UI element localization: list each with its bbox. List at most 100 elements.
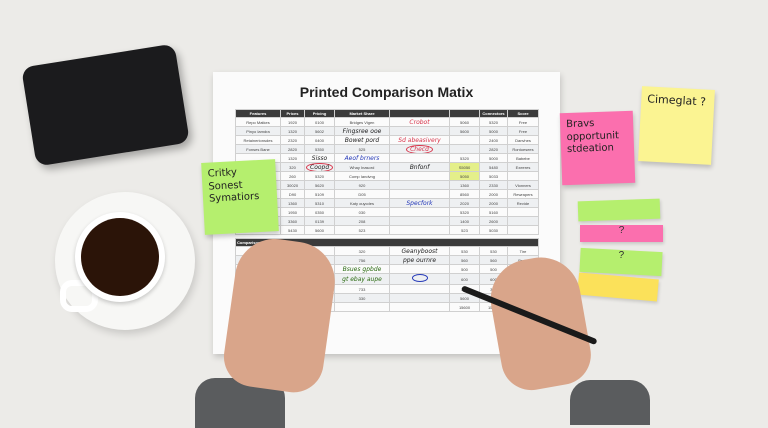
table-cell: 2820: [479, 144, 508, 154]
table-cell: 0100: [304, 117, 335, 127]
smartphone: [21, 43, 190, 167]
table-row: 1950 0350 030 5320 5160: [235, 207, 539, 217]
table-cell: 3360: [280, 216, 305, 226]
right-sleeve: [570, 380, 650, 425]
table-row: 1320 Sisso Aeof brners 5320 5000 Babebe: [235, 153, 539, 163]
table-cell: Pinyo Iamdra: [235, 126, 281, 136]
table-cell: [389, 216, 450, 226]
table-cell: 5050: [449, 171, 480, 181]
table-cell: 260: [280, 171, 305, 181]
table-cell: Danvhes: [507, 135, 539, 145]
table-cell: [449, 135, 480, 145]
table-cell: Vlonners: [507, 180, 539, 190]
table-cell: [389, 293, 450, 303]
table-cell: D90: [280, 189, 305, 199]
table-cell: 2600: [479, 216, 508, 226]
handwritten-annotation: ppe ournre: [402, 256, 437, 264]
handwritten-annotation: Coopd: [306, 163, 334, 171]
table-cell: Checd: [389, 144, 450, 154]
table-cell: 5620: [304, 180, 335, 190]
table-cell: 2000: [479, 189, 508, 199]
handwritten-annotation: Sisso: [311, 154, 328, 162]
table-cell: Katy ouycdes: [334, 198, 390, 208]
table-cell: 5602: [304, 126, 335, 136]
coffee: [81, 218, 159, 296]
table-cell: [389, 171, 450, 181]
table-cell: Bridges Vigen: [334, 117, 390, 127]
table-cell: Specfork: [389, 198, 450, 208]
sticky-note-yellow: Cimeglat ?: [638, 86, 715, 165]
table-cell: [389, 207, 450, 217]
table-cell: 756: [334, 255, 390, 265]
column-header: Pricing: [304, 109, 335, 118]
table-cell: Retainerionsdes: [235, 135, 281, 145]
table-cell: 5600: [304, 225, 335, 235]
table-cell: 1360: [449, 180, 480, 190]
table-cell: Fingsree ooe: [334, 126, 390, 136]
table-cell: 530: [449, 246, 480, 256]
table-row: 260 5320 Comp Iandvng 5050 5033: [235, 171, 539, 181]
table-cell: 733: [334, 284, 390, 294]
table-cell: Comp Iandvng: [334, 171, 390, 181]
table-cell: ppe ournre: [389, 255, 450, 265]
table-cell: S5050: [449, 162, 480, 172]
table-cell: [507, 216, 539, 226]
table-cell: 30020: [280, 180, 305, 190]
table-cell: [389, 273, 450, 285]
table-cell: 320: [280, 162, 305, 172]
table-row: 5430 5600 523 523 5030: [235, 225, 539, 235]
table-row: Retainerionsdes 2320 0400 Bowet pord Sd abea…: [235, 135, 539, 145]
table-cell: Revide: [507, 198, 539, 208]
sticky-strip-green: [577, 198, 661, 222]
table-cell: [389, 153, 450, 163]
table-cell: 5480: [479, 162, 508, 172]
column-header: Features: [235, 109, 281, 118]
table-cell: 1360: [280, 198, 305, 208]
table-cell: 5030: [479, 225, 508, 235]
table-cell: 5600: [449, 126, 480, 136]
table-row: 3360 0139 208 1400 2600: [235, 216, 539, 226]
table-cell: Coopd: [304, 162, 335, 172]
table-cell: Bnfonf: [389, 162, 450, 172]
handwritten-annotation: Geanyboost: [401, 247, 438, 255]
table-cell: 5320: [479, 117, 508, 127]
table-cell: [389, 126, 450, 136]
table-cell: 5320: [449, 207, 480, 217]
table-cell: 1320: [280, 126, 305, 136]
table-row: D90 5109 D05 8560 2000 Rewrapers: [235, 189, 539, 199]
document-title: Printed Comparison Matix: [299, 84, 474, 100]
table-cell: Babebe: [507, 153, 539, 163]
table-cell: Crobot: [389, 117, 450, 127]
table-cell: 5109: [304, 189, 335, 199]
table-cell: [389, 189, 450, 199]
table-cell: 600: [449, 273, 480, 285]
sticky-strip-yellow: [577, 272, 659, 302]
column-header: [389, 109, 450, 118]
table-cell: 15600: [449, 302, 480, 312]
table-cell: [507, 225, 539, 235]
handwritten-annotation: gt ebay aupe: [342, 275, 382, 283]
table-row: Repo Matkes 1920 0100 Bridges Vigen Crobot 50…: [235, 117, 539, 127]
column-header: Prices: [280, 109, 305, 118]
handwritten-annotation: Checd: [406, 145, 433, 153]
table-cell: Repo Matkes: [235, 117, 281, 127]
table-cell: 500: [449, 264, 480, 274]
table-cell: [389, 225, 450, 235]
table-cell: Sisso: [304, 153, 335, 163]
cup-handle: [60, 280, 98, 312]
handwritten-annotation: Sd abeasivery: [398, 136, 441, 144]
table-cell: [389, 264, 450, 274]
table-cell: 1920: [280, 117, 305, 127]
handwritten-annotation: Crobot: [409, 118, 430, 126]
circle-mark: [411, 274, 428, 282]
handwritten-annotation: Bowet pord: [344, 136, 380, 144]
table-cell: 5320: [304, 171, 335, 181]
table-cell: 523: [449, 225, 480, 235]
table-cell: 5320: [449, 153, 480, 163]
table-cell: 1950: [280, 207, 305, 217]
table-cell: 0400: [304, 135, 335, 145]
table-cell: 1320: [280, 153, 305, 163]
column-header: Connectors: [479, 109, 508, 118]
table-cell: Aeof brners: [334, 153, 390, 163]
table-cell: 2820: [280, 144, 305, 154]
